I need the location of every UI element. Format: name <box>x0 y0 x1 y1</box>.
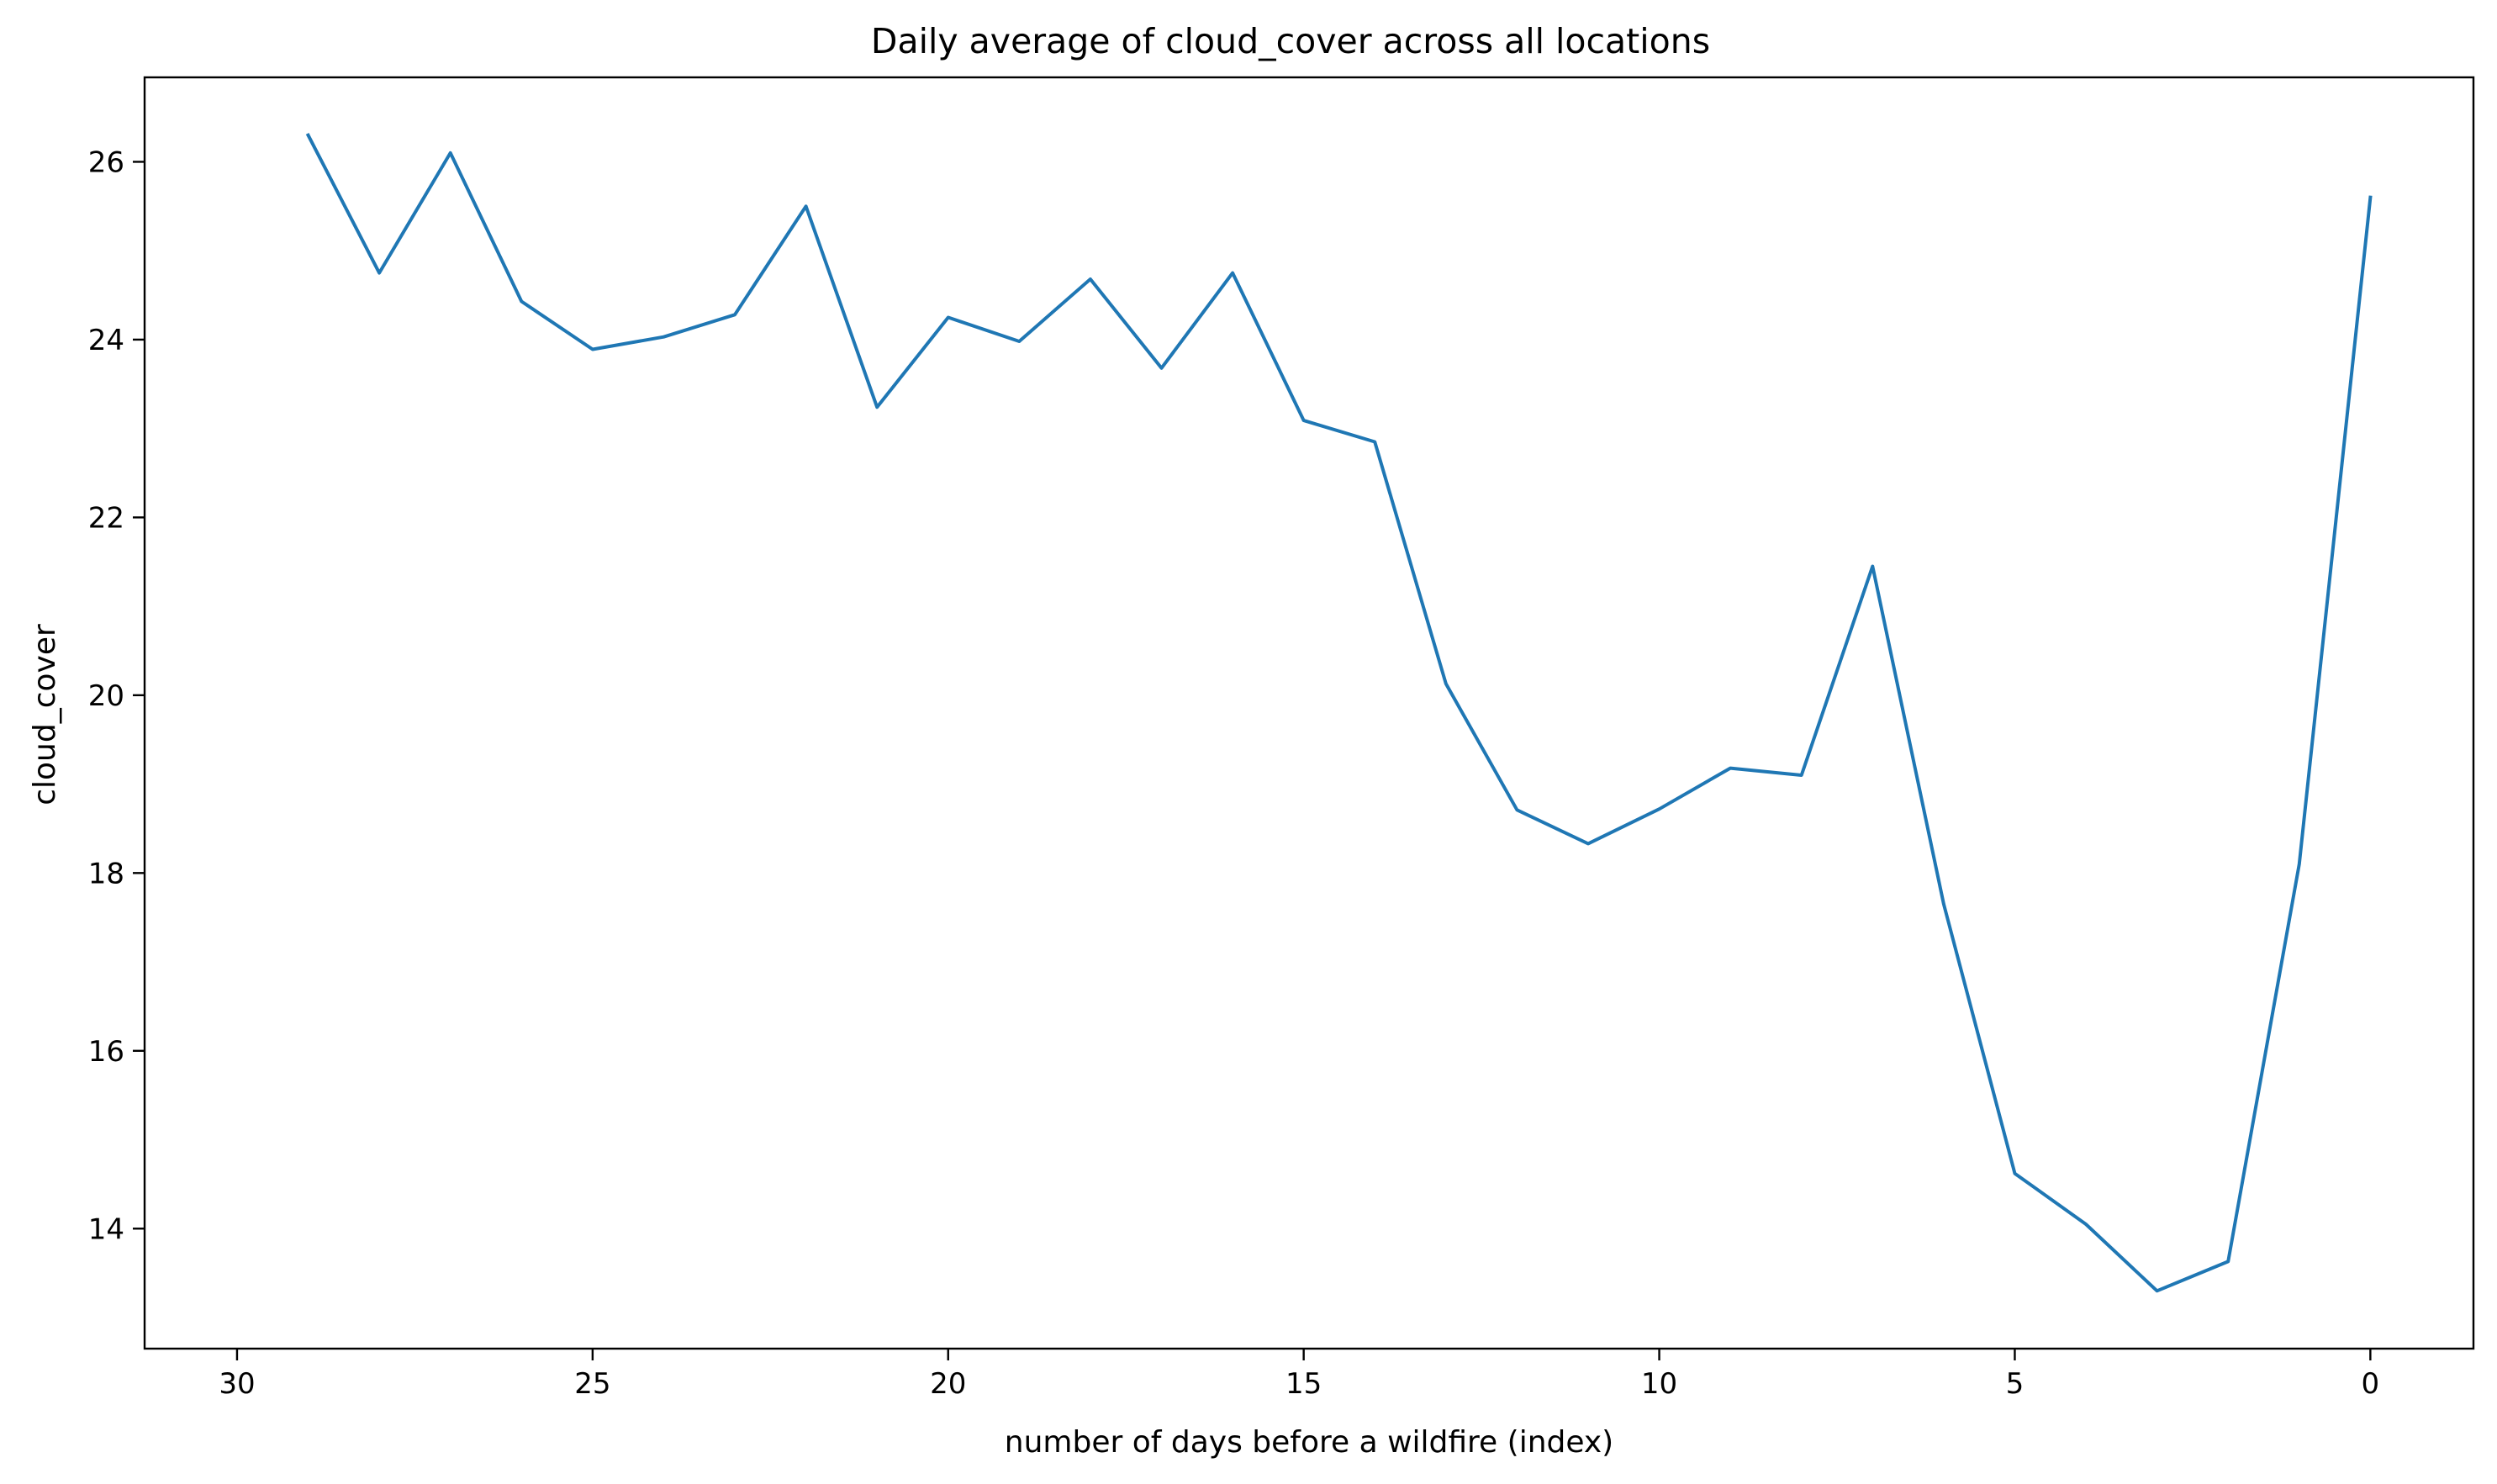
x-tick-label: 0 <box>2362 1367 2380 1401</box>
x-axis-label: number of days before a wildfire (index) <box>1005 1425 1613 1460</box>
x-axis: 30 25 20 15 10 5 0 <box>219 1349 2379 1401</box>
series-line <box>305 133 2373 1293</box>
y-tick-label: 26 <box>88 145 124 179</box>
y-tick-label: 24 <box>88 324 124 357</box>
y-tick-label: 20 <box>88 679 124 713</box>
y-tick-label: 14 <box>88 1212 124 1246</box>
series-layer <box>305 133 2373 1293</box>
y-tick-label: 18 <box>88 857 124 890</box>
x-tick-label: 5 <box>2006 1367 2025 1401</box>
y-tick-label: 16 <box>88 1035 124 1069</box>
x-tick-label: 15 <box>1285 1367 1322 1401</box>
y-axis-label: cloud_cover <box>28 624 62 805</box>
y-axis: 14 16 18 20 22 24 26 <box>88 145 145 1246</box>
x-tick-label: 30 <box>219 1367 255 1401</box>
y-tick-label: 22 <box>88 501 124 535</box>
x-tick-label: 10 <box>1641 1367 1677 1401</box>
x-tick-label: 20 <box>930 1367 966 1401</box>
chart-title: Daily average of cloud_cover across all … <box>871 21 1710 61</box>
plot-area <box>143 76 2475 1350</box>
x-tick-label: 25 <box>574 1367 610 1401</box>
